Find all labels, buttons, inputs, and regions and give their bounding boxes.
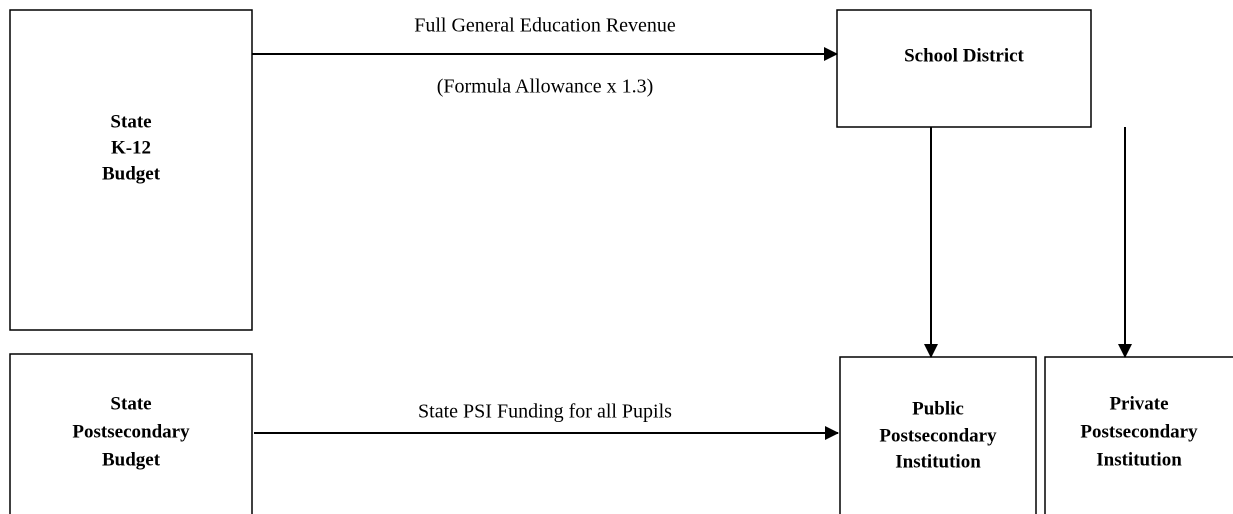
node-label: State [110, 393, 151, 414]
node-box [9, 353, 253, 514]
node-box [839, 356, 1037, 514]
public-postsecondary-institution: Public Postsecondary Institution [839, 356, 1037, 514]
edge-label: (Formula Allowance x 1.3) [437, 76, 654, 98]
node-label: State [110, 111, 151, 132]
state-k12-budget: State K-12 Budget [9, 9, 253, 331]
node-box [836, 9, 1092, 128]
edge-label: State PSI Funding for all Pupils [418, 401, 672, 423]
node-box [9, 9, 253, 331]
node-label: Private [1109, 393, 1168, 414]
node-label: Budget [102, 163, 161, 184]
private-postsecondary-institution: Private Postsecondary Institution [1044, 356, 1233, 514]
node-label: Institution [1096, 449, 1182, 470]
node-label: School District [904, 45, 1024, 66]
node-label: Institution [895, 451, 981, 472]
state-postsecondary-budget: State Postsecondary Budget [9, 353, 253, 514]
edge-label: Full General Education Revenue [414, 15, 676, 37]
node-label: Budget [102, 449, 161, 470]
node-box [1044, 356, 1233, 514]
node-label: Postsecondary [1080, 421, 1198, 442]
node-label: Public [912, 398, 964, 419]
school-district: School District [836, 9, 1092, 128]
node-label: Postsecondary [879, 425, 997, 446]
node-label: Postsecondary [72, 421, 190, 442]
node-label: K-12 [111, 137, 151, 158]
